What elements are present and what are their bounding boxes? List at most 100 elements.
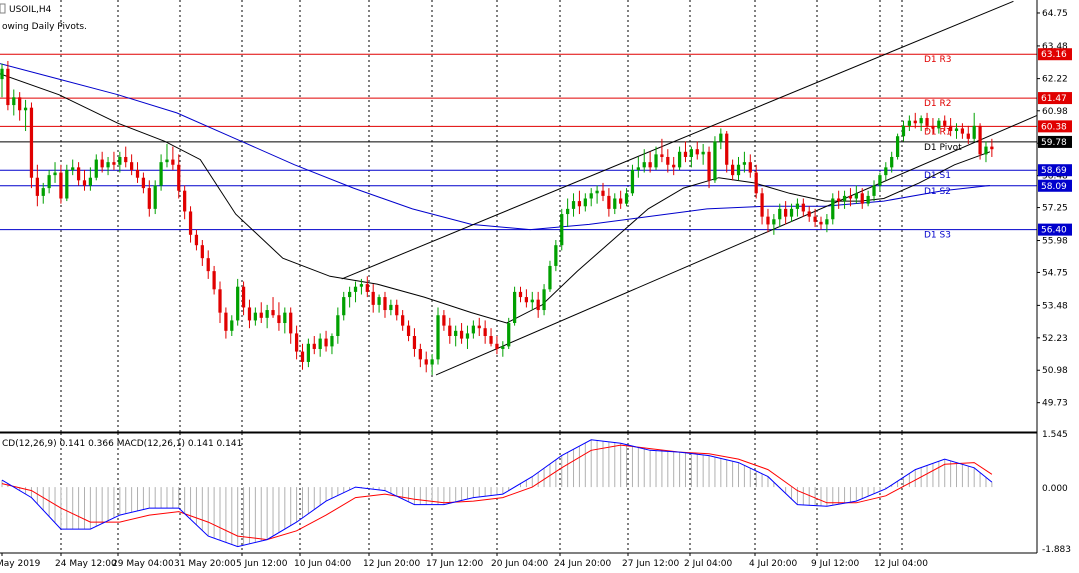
- candle: [0, 63, 4, 98]
- candle-body: [418, 348, 422, 360]
- candle-body: [271, 310, 275, 316]
- candle: [860, 188, 864, 209]
- pivot-name: D1 Pivot: [924, 143, 962, 153]
- price-label: 53.48: [1042, 301, 1068, 311]
- candle-body: [512, 291, 517, 324]
- candle: [890, 151, 894, 173]
- candle-body: [353, 286, 358, 292]
- candle-body: [754, 172, 758, 194]
- candle-body: [489, 336, 493, 344]
- candle: [784, 201, 788, 225]
- candle: [825, 214, 829, 233]
- candle-body: [253, 312, 257, 321]
- price-label: 60.98: [1042, 107, 1068, 117]
- candle: [259, 302, 263, 324]
- candle: [130, 154, 134, 176]
- price-label: 64.75: [1042, 9, 1068, 19]
- time-label: 12 Jun 20:00: [363, 559, 420, 569]
- candle-body: [100, 159, 104, 168]
- candle: [112, 151, 116, 170]
- candle: [230, 315, 234, 336]
- candle-body: [542, 289, 546, 311]
- candle: [353, 281, 358, 303]
- candle: [348, 286, 352, 308]
- candle-body: [624, 193, 629, 204]
- candle: [789, 203, 794, 222]
- candle-body: [35, 177, 39, 196]
- symbol-menu-icon[interactable]: [0, 3, 6, 14]
- pivot-price-label: 59.78: [1041, 138, 1067, 148]
- candle-body: [389, 304, 393, 311]
- candle: [554, 240, 558, 272]
- candle-body: [383, 297, 387, 311]
- candle: [241, 281, 246, 316]
- candle-body: [689, 149, 693, 157]
- candle-body: [607, 195, 611, 209]
- candle: [271, 297, 275, 318]
- candle: [118, 151, 122, 173]
- candle: [748, 154, 752, 178]
- candle-body: [12, 97, 16, 106]
- candle-body: [960, 128, 965, 134]
- candle: [707, 146, 711, 189]
- candle: [324, 330, 328, 352]
- candle-body: [330, 336, 334, 347]
- time-label: 4 Jul 20:00: [749, 559, 798, 569]
- candle: [153, 180, 157, 215]
- candle: [607, 188, 611, 217]
- candle: [76, 162, 81, 186]
- candle: [907, 115, 911, 132]
- candle-body: [59, 172, 63, 199]
- candle-body: [619, 198, 623, 204]
- candle-body: [571, 201, 576, 209]
- candle: [754, 164, 758, 199]
- candle: [124, 146, 128, 168]
- macd-main-line: [1, 439, 993, 548]
- macd-header: CD(12,26,9) 0.141 0.366 MACD(12,26,1) 0.…: [2, 439, 242, 449]
- candle-body: [212, 271, 216, 290]
- candle-body: [683, 151, 688, 157]
- candle-body: [736, 164, 741, 176]
- candle: [171, 146, 175, 170]
- candle-body: [294, 333, 299, 352]
- pivot-price-tag: [1038, 48, 1072, 61]
- candle-body: [854, 193, 858, 199]
- candle: [59, 164, 63, 204]
- candle-body: [454, 330, 458, 336]
- candle: [507, 317, 511, 349]
- candle-body: [860, 193, 864, 204]
- candle: [736, 156, 741, 181]
- candle: [931, 118, 935, 134]
- candle-body: [177, 164, 181, 191]
- candle: [854, 185, 858, 204]
- candle-body: [135, 169, 140, 178]
- time-label: 10 Jun 04:00: [294, 559, 351, 569]
- candle-body: [772, 219, 776, 225]
- candle-body: [766, 216, 770, 225]
- candle-body: [424, 359, 428, 365]
- candle-body: [943, 120, 947, 126]
- candle-body: [825, 219, 829, 225]
- candle-body: [47, 175, 51, 189]
- trendline: [341, 0, 1014, 280]
- candle-body: [748, 162, 752, 173]
- candle-body: [0, 68, 4, 80]
- candle-body: [931, 125, 935, 129]
- symbol-title: USOIL,H4: [9, 5, 52, 15]
- candle-body: [88, 177, 93, 186]
- candle: [571, 193, 576, 217]
- candle: [165, 144, 169, 168]
- candle: [595, 185, 599, 204]
- candle: [141, 172, 146, 194]
- trendlines[interactable]: [341, 0, 1038, 376]
- candle: [265, 304, 269, 329]
- candle: [819, 216, 823, 230]
- candle-body: [630, 169, 635, 194]
- candle: [536, 291, 540, 318]
- candle-body: [913, 120, 917, 124]
- macd-signal-line: [1, 444, 993, 541]
- candle: [884, 162, 888, 181]
- candle-body: [483, 328, 487, 336]
- candle-body: [613, 198, 617, 209]
